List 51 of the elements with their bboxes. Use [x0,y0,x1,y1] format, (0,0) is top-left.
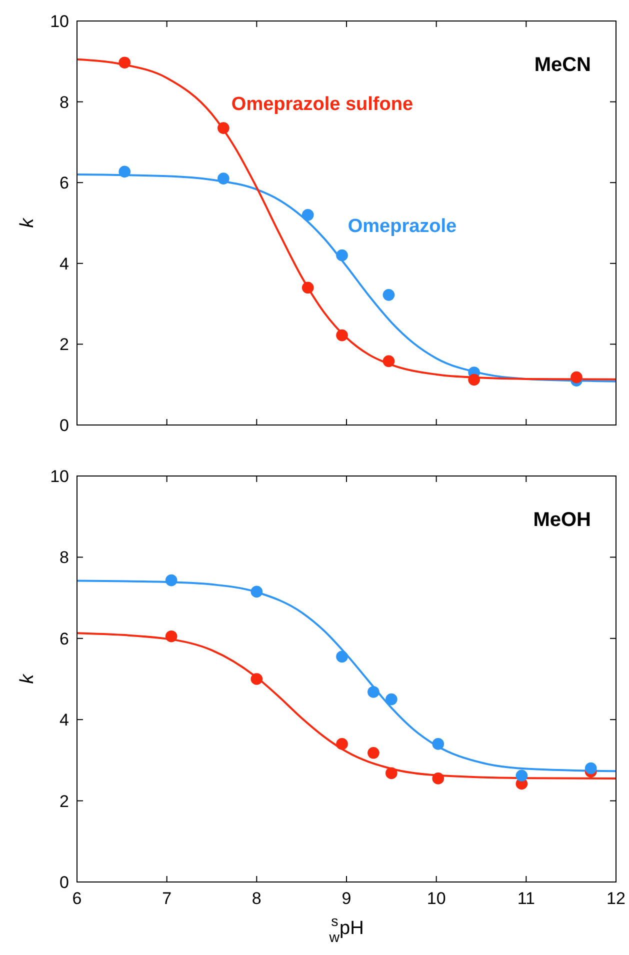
point [336,738,348,750]
y-tick-label: 10 [50,12,69,31]
point [516,770,528,782]
y-tick-label: 2 [60,335,69,354]
y-tick-label: 2 [60,792,69,811]
series-label: Omeprazole [348,216,457,237]
point [165,630,178,642]
point [336,650,348,663]
y-tick-label: 4 [60,710,69,730]
point [218,172,230,184]
point [165,574,178,586]
x-tick-label: 7 [162,889,172,908]
y-tick-label: 6 [60,629,69,648]
point [386,693,398,706]
point [382,355,395,368]
point [368,686,380,698]
point [118,56,131,69]
point [336,329,348,342]
point [386,767,398,780]
y-tick-label: 8 [60,92,69,112]
y-tick-label: 6 [60,174,69,193]
x-tick-label: 12 [606,889,626,908]
x-tick-label: 6 [72,889,82,908]
point [570,371,582,384]
x-tick-label: 10 [426,889,446,908]
point [250,673,263,685]
y-tick-label: 8 [60,548,69,568]
point [302,209,314,221]
point [218,122,230,134]
point [302,282,314,294]
point [118,166,131,178]
point [382,289,395,301]
y-tick-label: 10 [50,467,69,486]
x-tick-label: 8 [252,889,262,908]
y-tick-label: 4 [60,254,69,274]
point [368,746,380,759]
point [432,738,444,750]
y-tick-label: 0 [60,416,69,435]
point [584,762,597,774]
x-tick-label: 9 [342,889,352,908]
y-tick-label: 0 [60,873,69,892]
series-label: Omeprazole sulfone [231,94,414,116]
annotation: MeOH [533,509,591,531]
x-tick-label: 11 [517,889,535,908]
point [432,772,444,784]
y-axis-title: k [17,216,38,228]
point [468,374,480,386]
annotation: MeCN [534,54,591,76]
y-axis-title: k [17,672,38,684]
point [250,586,263,598]
point [336,249,348,262]
